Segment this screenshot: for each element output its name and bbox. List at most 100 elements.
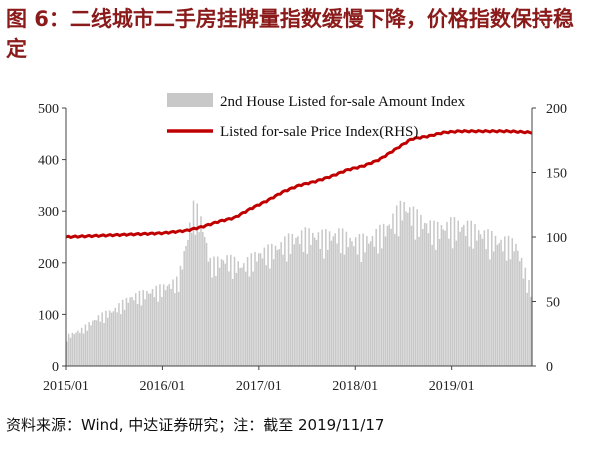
- bar: [479, 234, 482, 366]
- bar: [149, 293, 152, 366]
- bar: [299, 244, 301, 366]
- bar: [440, 224, 443, 366]
- bar: [420, 214, 422, 366]
- bar: [371, 235, 374, 366]
- bar: [233, 256, 236, 366]
- bar: [230, 254, 232, 366]
- bar: [69, 337, 72, 366]
- bar: [524, 267, 527, 366]
- bar: [254, 251, 256, 366]
- bar: [379, 224, 381, 366]
- bar: [155, 285, 157, 366]
- bar: [505, 260, 508, 366]
- bar: [351, 241, 353, 366]
- bar: [470, 220, 473, 366]
- bar: [138, 290, 141, 366]
- bar: [431, 244, 433, 366]
- bar: [330, 240, 333, 366]
- bar: [494, 235, 497, 366]
- bar: [306, 253, 308, 366]
- bar: [196, 203, 199, 366]
- bar: [75, 332, 77, 366]
- bar: [481, 238, 484, 366]
- y-right-tick-label: 150: [546, 167, 567, 182]
- bar: [315, 240, 318, 366]
- bar: [127, 302, 130, 366]
- bar: [414, 239, 417, 366]
- bar: [80, 327, 83, 366]
- bar: [412, 206, 415, 366]
- bar: [392, 213, 394, 366]
- bar: [386, 225, 389, 366]
- y-left-tick-label: 400: [38, 154, 59, 169]
- bar: [228, 271, 230, 366]
- bar: [338, 228, 340, 366]
- y-right-tick-label: 200: [546, 102, 567, 117]
- bar: [483, 230, 486, 366]
- bar: [192, 200, 195, 366]
- bar: [170, 288, 172, 366]
- bar: [325, 229, 327, 366]
- bar: [187, 239, 189, 366]
- line-layer: [65, 129, 533, 239]
- x-tick-label: 2016/01: [139, 379, 185, 394]
- legend-label-line: Listed for-sale Price Index(RHS): [220, 124, 418, 140]
- bar: [416, 209, 418, 366]
- source-note: 资料来源：Wind, 中达证券研究；注：截至 2019/11/17: [6, 416, 385, 434]
- bar: [198, 232, 200, 366]
- bar: [269, 268, 271, 366]
- bar: [166, 285, 169, 366]
- bar: [518, 261, 521, 366]
- bar: [461, 227, 463, 366]
- bar: [407, 212, 409, 366]
- bar: [77, 330, 79, 366]
- bar: [168, 284, 171, 366]
- bar: [66, 341, 68, 366]
- bar: [209, 257, 212, 366]
- bar: [401, 220, 404, 366]
- bar: [112, 311, 115, 366]
- bar: [463, 224, 465, 366]
- bar: [468, 246, 471, 366]
- bar: [190, 232, 193, 366]
- bar: [73, 334, 75, 366]
- bar: [444, 230, 446, 366]
- bar: [528, 280, 530, 366]
- bar: [93, 319, 96, 366]
- bar: [504, 236, 506, 366]
- bar: [248, 276, 251, 366]
- bar: [105, 310, 107, 366]
- bar: [382, 223, 385, 366]
- bar: [194, 234, 197, 366]
- bar: [498, 243, 500, 366]
- bar: [403, 201, 405, 366]
- bar: [289, 254, 292, 366]
- x-tick-label: 2019/01: [429, 379, 475, 394]
- bar: [263, 247, 266, 366]
- bar: [418, 236, 420, 366]
- legend-swatch-bars: [167, 93, 213, 107]
- bar: [177, 291, 180, 366]
- bar: [399, 200, 402, 366]
- bar: [472, 248, 474, 366]
- bar: [464, 235, 467, 366]
- bar: [67, 333, 70, 366]
- bar: [231, 278, 234, 366]
- bar: [517, 250, 519, 366]
- bar: [284, 236, 286, 366]
- bar: [490, 231, 493, 366]
- bar: [381, 248, 383, 366]
- bar: [161, 296, 163, 366]
- bar: [215, 276, 217, 366]
- bar: [213, 256, 215, 366]
- chart-title: 图 6：二线城市二手房挂牌量指数缓慢下降，价格指数保持稳定: [6, 7, 574, 61]
- bar: [107, 317, 109, 366]
- bar: [500, 239, 502, 366]
- bar: [97, 315, 100, 366]
- bar: [282, 254, 284, 366]
- y-right-tick-label: 50: [546, 296, 560, 311]
- bar: [364, 252, 366, 366]
- bar: [446, 221, 448, 366]
- bar: [183, 251, 185, 366]
- bar: [353, 246, 355, 366]
